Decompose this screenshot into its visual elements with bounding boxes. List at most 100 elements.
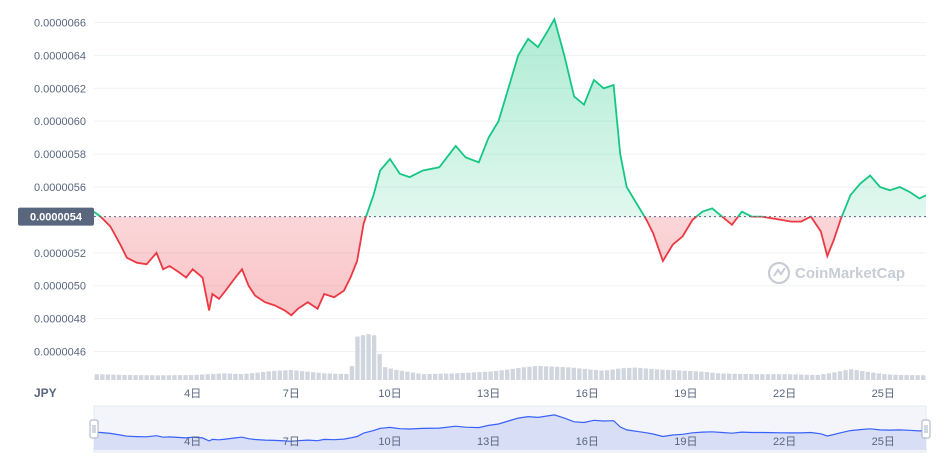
- navigator-ticks: 4日 7日 10日 13日 16日 19日 22日 25日: [184, 436, 895, 448]
- volume-bar: [205, 374, 210, 380]
- volume-bar: [882, 374, 887, 380]
- volume-bar: [593, 370, 599, 380]
- volume-bar: [732, 373, 737, 380]
- volume-bars: [94, 334, 926, 380]
- volume-bar: [266, 371, 271, 380]
- volume-bar: [211, 373, 216, 380]
- volume-bar: [604, 370, 610, 380]
- navigator-tick-label: 19日: [674, 436, 697, 448]
- volume-bar: [860, 370, 865, 380]
- volume-bar: [538, 365, 543, 380]
- volume-bar: [111, 374, 116, 380]
- volume-bar: [793, 374, 798, 380]
- volume-bar: [804, 374, 809, 380]
- volume-bar: [333, 373, 338, 380]
- y-tick-label: 0.0000056: [34, 182, 86, 194]
- volume-bar: [810, 374, 815, 380]
- volume-bar: [383, 367, 388, 380]
- y-tick-label: 0.0000052: [34, 248, 86, 260]
- volume-bar: [787, 374, 793, 380]
- volume-bar: [715, 373, 721, 380]
- currency-label: JPY: [34, 386, 57, 400]
- navigator-tick-label: 16日: [576, 436, 599, 448]
- y-tick-label: 0.0000048: [34, 314, 86, 326]
- volume-bar: [249, 373, 255, 380]
- volume-bar: [738, 373, 743, 380]
- volume-bar: [549, 366, 554, 380]
- volume-bar: [904, 375, 909, 380]
- volume-bar: [177, 375, 183, 380]
- navigator-tick-label: 10日: [378, 436, 401, 448]
- volume-bar: [460, 372, 466, 380]
- y-tick-label: 0.0000050: [34, 281, 86, 293]
- volume-bar: [105, 374, 111, 380]
- volume-bar: [921, 375, 926, 380]
- price-line-below: [99, 216, 843, 317]
- volume-bar: [432, 373, 438, 380]
- volume-bar: [138, 375, 144, 380]
- volume-bar: [222, 373, 227, 380]
- volume-bar: [854, 370, 859, 380]
- x-tick-label: 22日: [773, 388, 796, 400]
- volume-bar: [915, 375, 920, 380]
- volume-bar: [455, 373, 460, 380]
- navigator-line: [93, 414, 927, 442]
- volume-bar: [261, 372, 266, 380]
- volume-bar: [233, 373, 238, 380]
- volume-bar: [554, 366, 560, 380]
- volume-bar: [721, 373, 726, 380]
- volume-bar: [699, 371, 704, 380]
- navigator-tick-label: 13日: [477, 436, 500, 448]
- volume-bar: [654, 369, 660, 380]
- volume-bar: [677, 370, 682, 380]
- volume-bar: [532, 366, 538, 380]
- volume-bar: [183, 375, 188, 380]
- volume-bar: [188, 375, 194, 380]
- volume-bar: [366, 334, 371, 380]
- volume-bar: [94, 374, 99, 380]
- volume-bar: [405, 371, 410, 380]
- volume-bar: [344, 374, 349, 380]
- volume-bar: [322, 373, 327, 380]
- price-line-above: [94, 16, 926, 217]
- volume-bar: [909, 375, 915, 380]
- volume-bar: [610, 369, 615, 380]
- volume-bar: [893, 374, 898, 380]
- volume-bar: [499, 370, 504, 380]
- volume-bar: [771, 374, 776, 380]
- navigator-left-handle[interactable]: [89, 419, 99, 439]
- volume-bar: [144, 375, 149, 380]
- volume-bar: [577, 368, 582, 380]
- current-price-label: 0.0000054: [30, 212, 83, 224]
- volume-bar: [438, 373, 443, 380]
- volume-bar: [272, 370, 277, 380]
- volume-bar: [244, 373, 249, 380]
- navigator-tick-label: 7日: [283, 436, 300, 448]
- y-axis-ticks: 0.0000046 0.0000048 0.0000050 0.0000052 0.00…: [34, 17, 86, 358]
- volume-bar: [238, 374, 244, 380]
- volume-bar: [627, 367, 632, 380]
- volume-bar: [388, 368, 393, 380]
- volume-bar: [172, 375, 177, 380]
- navigator-area: [94, 414, 926, 450]
- volume-bar: [150, 375, 155, 380]
- volume-bar: [749, 374, 754, 380]
- navigator-right-handle[interactable]: [921, 419, 931, 439]
- volume-bar: [837, 371, 843, 380]
- volume-bar: [760, 374, 765, 380]
- volume-bar: [704, 372, 710, 380]
- volume-bar: [277, 370, 282, 380]
- volume-bar: [371, 335, 377, 380]
- range-navigator[interactable]: 4日 7日 10日 13日 16日 19日 22日 25日: [89, 405, 931, 453]
- volume-bar: [493, 370, 499, 380]
- volume-bar: [543, 366, 549, 380]
- volume-bar: [826, 373, 832, 380]
- volume-bar: [566, 367, 571, 380]
- volume-bar: [632, 367, 637, 380]
- volume-bar: [665, 369, 671, 380]
- volume-bar: [488, 371, 493, 380]
- volume-bar: [521, 367, 527, 380]
- current-price-badge: 0.0000054: [18, 207, 94, 226]
- volume-bar: [821, 374, 826, 380]
